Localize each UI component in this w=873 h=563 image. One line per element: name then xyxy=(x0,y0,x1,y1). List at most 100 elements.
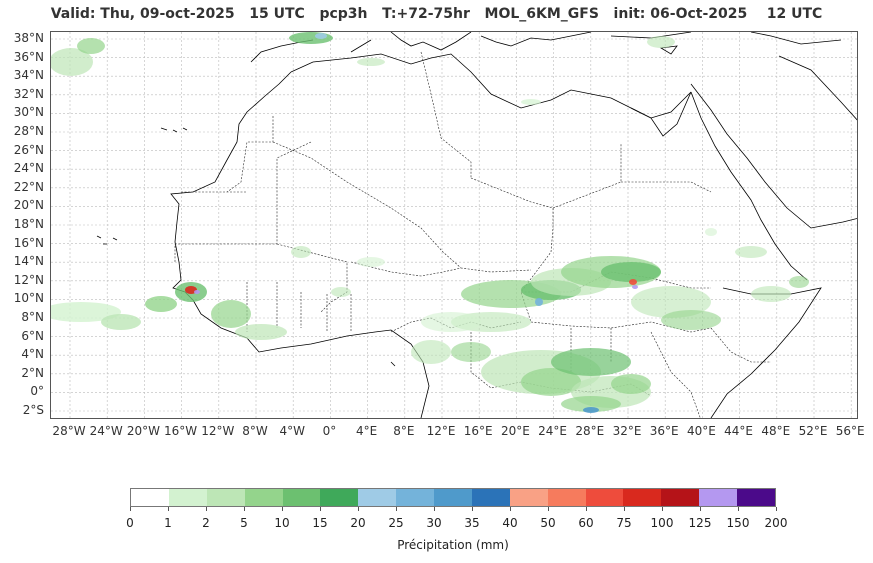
colorbar-tickmark xyxy=(472,507,473,511)
precipitation-area xyxy=(51,302,121,322)
precipitation-fields xyxy=(51,32,809,413)
precipitation-area xyxy=(331,287,351,297)
cape-verde xyxy=(96,235,118,245)
colorbar-tickmark xyxy=(776,507,777,511)
lon-label: 52°E xyxy=(798,424,828,438)
colorbar-segment xyxy=(168,489,207,506)
colorbar-segment xyxy=(471,489,510,506)
lat-label: 36°N xyxy=(13,49,44,64)
precipitation-area xyxy=(145,296,177,312)
graticule-grid xyxy=(51,32,857,418)
precipitation-area xyxy=(735,246,767,258)
colorbar-tickmark xyxy=(396,507,397,511)
lat-label: 22°N xyxy=(13,179,44,194)
colorbar-tickmark xyxy=(586,507,587,511)
lon-label: 36°E xyxy=(649,424,679,438)
precipitation-area xyxy=(611,374,651,394)
precipitation-area xyxy=(789,276,809,288)
precipitation-area xyxy=(661,310,721,330)
colorbar-segment xyxy=(585,489,624,506)
lat-label: 18°N xyxy=(13,217,44,231)
colorbar-segment xyxy=(623,489,662,506)
precipitation-area xyxy=(315,33,327,39)
canary-islands xyxy=(160,127,188,133)
lon-label: 24°W xyxy=(89,424,123,438)
colorbar-tick-label: 40 xyxy=(502,516,518,530)
lon-label: 4°E xyxy=(355,424,378,438)
colorbar-segment xyxy=(131,489,169,506)
precipitation-area xyxy=(291,246,311,258)
lat-label: 20°N xyxy=(13,198,44,213)
colorbar-tickmark xyxy=(206,507,207,511)
lat-label: 2°N xyxy=(21,365,44,380)
lon-label: 8°W xyxy=(242,424,268,438)
lon-label: 12°E xyxy=(426,424,456,438)
lon-label: 16°W xyxy=(164,424,198,438)
red-sea-east xyxy=(690,83,857,229)
colorbar-tickmark xyxy=(510,507,511,511)
precipitation-area xyxy=(561,396,621,412)
arabia-east-coast xyxy=(778,55,857,121)
colorbar-tick-label: 100 xyxy=(650,516,674,530)
colorbar-tickmark xyxy=(320,507,321,511)
map-panel xyxy=(50,31,858,419)
north-africa-coast xyxy=(170,71,430,418)
colorbar-label: Précipitation (mm) xyxy=(397,538,509,552)
cyprus xyxy=(659,45,678,55)
colorbar-segment xyxy=(699,489,737,506)
lat-label: 14°N xyxy=(13,254,44,269)
precipitation-area xyxy=(521,368,581,396)
lat-label: 26°N xyxy=(13,142,44,157)
colorbar-segment xyxy=(737,489,775,506)
lon-label: 16°E xyxy=(463,424,493,438)
colorbar-segment xyxy=(396,489,434,506)
precipitation-area xyxy=(629,279,637,285)
colorbar-tick-label: 200 xyxy=(764,516,788,530)
colorbar-tickmark xyxy=(548,507,549,511)
lon-label: 8°E xyxy=(393,424,415,438)
precipitation-area xyxy=(357,257,385,267)
precipitation-area xyxy=(421,312,481,332)
precipitation-area xyxy=(357,58,385,66)
precipitation-area xyxy=(289,32,333,44)
colorbar-tick-label: 10 xyxy=(274,516,290,530)
lat-label: 4°N xyxy=(21,347,44,362)
precipitation-colorbar xyxy=(130,488,776,507)
colorbar-tick-label: 75 xyxy=(616,516,632,530)
country-borders xyxy=(174,51,771,418)
colorbar-tick-label: 20 xyxy=(350,516,366,530)
lon-label: 20°W xyxy=(126,424,160,438)
lon-label: 4°W xyxy=(279,424,305,438)
colorbar-tick-label: 50 xyxy=(540,516,556,530)
precipitation-area xyxy=(411,340,451,364)
lat-label: 6°N xyxy=(21,328,44,343)
precipitation-area xyxy=(751,286,791,302)
colorbar-tickmark xyxy=(662,507,663,511)
lat-label: 30°N xyxy=(13,105,44,120)
lat-label: 10°N xyxy=(13,291,44,306)
lon-label: 32°E xyxy=(612,424,642,438)
lon-label: 40°E xyxy=(686,424,716,438)
lat-label: 2°S xyxy=(22,403,44,417)
precipitation-area xyxy=(632,285,638,289)
colorbar-tick-label: 125 xyxy=(688,516,712,530)
precipitation-area xyxy=(235,324,287,340)
colorbar-tickmark xyxy=(738,507,739,511)
lat-label: 12°N xyxy=(13,272,44,287)
colorbar-tick-label: 30 xyxy=(426,516,442,530)
colorbar-segment xyxy=(547,489,586,506)
precipitation-area xyxy=(601,262,661,282)
colorbar-tickmark xyxy=(434,507,435,511)
colorbar-segment xyxy=(282,489,321,506)
colorbar-segment xyxy=(244,489,283,506)
colorbar-tick-label: 60 xyxy=(578,516,594,530)
lon-label: 44°E xyxy=(724,424,754,438)
mediterranean-north-coast xyxy=(250,32,842,63)
colorbar-segment xyxy=(206,489,245,506)
lat-label: 8°N xyxy=(21,310,44,324)
sinai xyxy=(630,91,692,137)
lon-label: 12°W xyxy=(201,424,235,438)
colorbar-segment xyxy=(661,489,700,506)
colorbar-tick-label: 25 xyxy=(388,516,404,530)
colorbar-segment xyxy=(358,489,397,506)
